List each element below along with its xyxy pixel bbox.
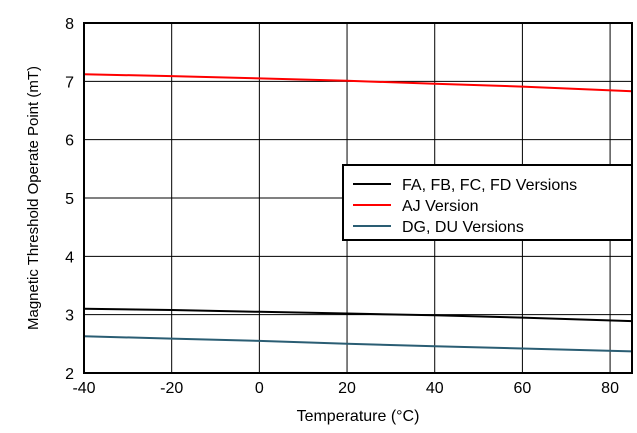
- series-line-0: [83, 307, 633, 323]
- legend: FA, FB, FC, FD Versions AJ Version DG, DU …: [342, 164, 633, 241]
- legend-label-2: DG, DU Versions: [402, 219, 524, 236]
- y-tick-label: 8: [65, 16, 74, 33]
- x-tick-label: 0: [255, 380, 264, 397]
- x-tick-label: 40: [426, 380, 444, 397]
- series-layer: [83, 73, 633, 353]
- y-axis-title: Magnetic Threshold Operate Point (mT): [25, 66, 42, 330]
- legend-label-1: AJ Version: [402, 198, 478, 215]
- x-tick-label: 60: [514, 380, 532, 397]
- x-tick-label: -20: [160, 380, 183, 397]
- legend-label-0: FA, FB, FC, FD Versions: [402, 177, 577, 194]
- series-line-1: [83, 73, 633, 93]
- legend-box: [342, 164, 633, 241]
- x-tick-label: 80: [601, 380, 619, 397]
- y-tick-label: 3: [65, 308, 74, 325]
- x-tick-label: 20: [338, 380, 356, 397]
- y-tick-label: 7: [65, 74, 74, 91]
- x-tick-label: -40: [72, 380, 95, 397]
- y-tick-label: 5: [65, 191, 74, 208]
- series-line-2: [83, 335, 633, 353]
- y-tick-label: 2: [65, 366, 74, 383]
- y-tick-label: 4: [65, 249, 74, 266]
- x-axis-title: Temperature (°C): [297, 408, 420, 425]
- tick-layer: -40 -20 0 20 40 60 80 2 3 4 5 6 7 8: [65, 16, 619, 397]
- y-tick-label: 6: [65, 133, 74, 150]
